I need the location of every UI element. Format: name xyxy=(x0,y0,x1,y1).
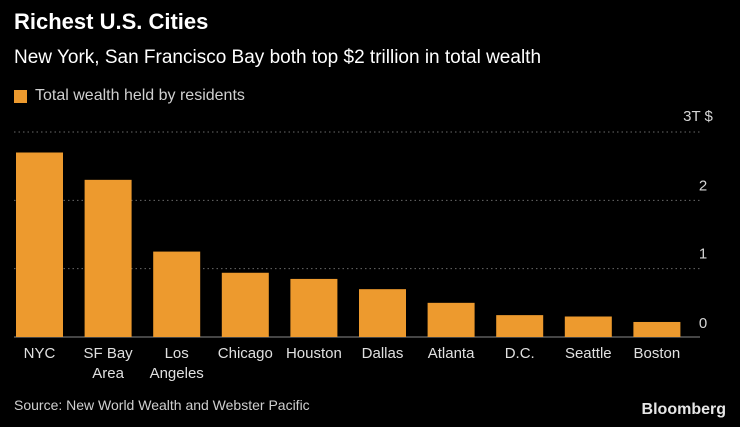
x-tick-label: Houston xyxy=(286,345,342,362)
bar xyxy=(84,179,132,337)
x-tick-label: NYC xyxy=(24,345,56,362)
bar xyxy=(221,272,269,337)
x-tick-label: Dallas xyxy=(362,345,404,362)
legend-swatch xyxy=(14,89,27,103)
legend: Total wealth held by residents xyxy=(14,86,245,106)
x-tick-label: Boston xyxy=(634,345,681,362)
bar xyxy=(633,321,681,337)
legend-label: Total wealth held by residents xyxy=(35,87,245,104)
y-tick-label: 1 xyxy=(699,246,707,263)
y-tick-label: 0 xyxy=(699,315,707,332)
y-tick-label: 3T $ xyxy=(683,108,713,125)
bar xyxy=(290,278,338,337)
y-tick-label: 2 xyxy=(699,177,707,194)
bloomberg-logo: Bloomberg xyxy=(641,401,726,418)
bar xyxy=(359,289,406,337)
chart-subtitle: New York, San Francisco Bay both top $2 … xyxy=(14,47,542,68)
x-tick-label: Atlanta xyxy=(428,345,475,362)
bar xyxy=(427,302,475,337)
x-tick-label: Chicago xyxy=(218,345,273,362)
x-tick-label: SF Bay Area xyxy=(84,345,134,382)
bar xyxy=(564,316,612,337)
bar xyxy=(153,251,201,337)
bar xyxy=(16,152,63,337)
bar xyxy=(496,315,544,337)
x-tick-label: D.C. xyxy=(505,345,535,362)
chart-title: Richest U.S. Cities xyxy=(14,9,209,34)
x-tick-label: Los Angeles xyxy=(150,345,204,382)
source-note: Source: New World Wealth and Webster Pac… xyxy=(14,397,310,413)
x-tick-label: Seattle xyxy=(565,345,612,362)
